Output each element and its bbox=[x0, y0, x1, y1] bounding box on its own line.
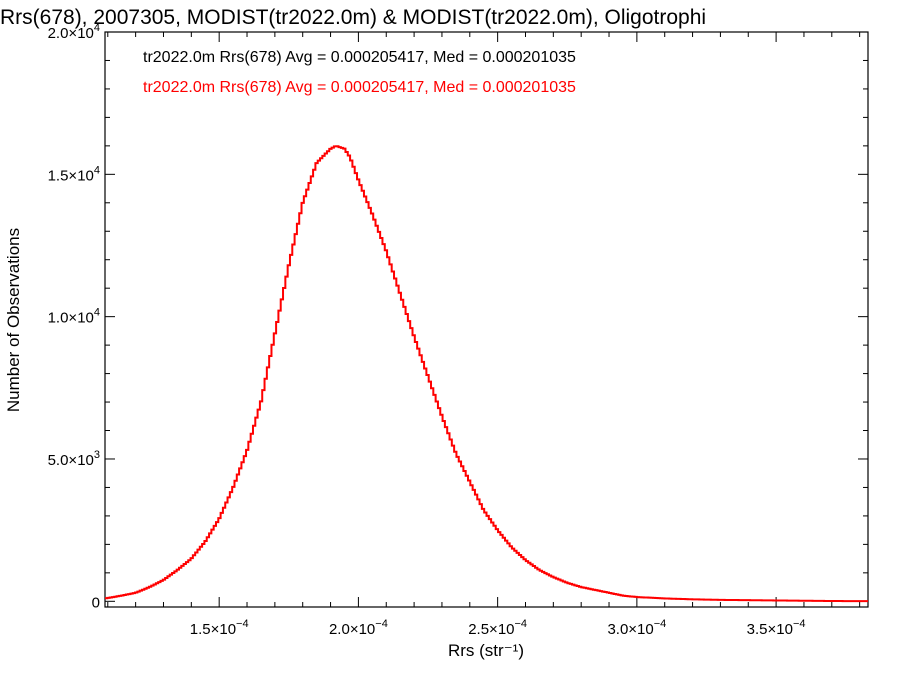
y-axis-label: Number of Observations bbox=[4, 228, 23, 412]
x-tick-label: 1.5×10−4 bbox=[190, 618, 249, 638]
plot-frame bbox=[104, 31, 869, 608]
x-tick-label: 2.5×10−4 bbox=[468, 618, 527, 638]
x-tick-label: 3.5×10−4 bbox=[747, 618, 806, 638]
x-axis-label: Rrs (str⁻¹) bbox=[448, 641, 524, 660]
y-tick-label: 5.0×103 bbox=[48, 449, 100, 469]
y-tick-label: 1.5×104 bbox=[48, 164, 100, 184]
x-tick-label: 2.0×10−4 bbox=[329, 618, 388, 638]
y-tick-label: 2.0×104 bbox=[48, 22, 100, 42]
y-tick-label: 1.0×104 bbox=[48, 307, 100, 327]
legend-entry-1: tr2022.0m Rrs(678) Avg = 0.000205417, Me… bbox=[143, 49, 576, 66]
y-tick-label: 0 bbox=[92, 594, 100, 611]
chart-title: Rrs(678), 2007305, MODIST(tr2022.0m) & M… bbox=[0, 6, 706, 29]
legend-entry-2: tr2022.0m Rrs(678) Avg = 0.000205417, Me… bbox=[143, 79, 576, 96]
x-tick-label: 3.0×10−4 bbox=[607, 618, 666, 638]
histogram-series bbox=[105, 145, 868, 603]
